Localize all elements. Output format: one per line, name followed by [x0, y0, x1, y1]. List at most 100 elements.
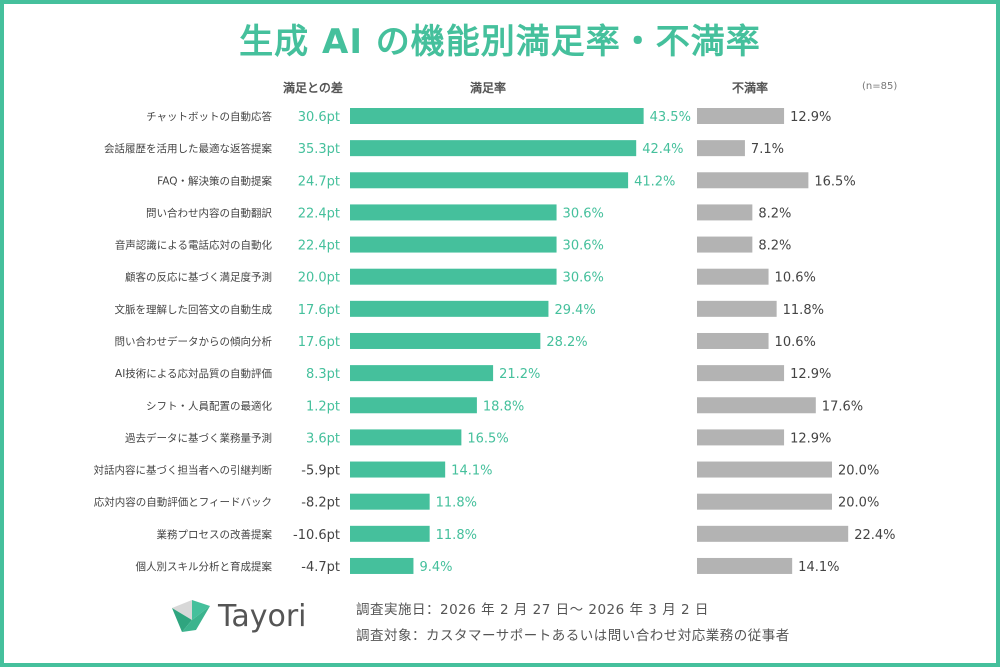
satisfied-bar	[350, 525, 430, 542]
dissatisfied-value-label: 20.0%	[838, 464, 879, 479]
satisfied-value-label: 16.5%	[467, 431, 508, 446]
satisfied-value-label: 11.8%	[436, 528, 477, 543]
satisfied-value-label: 9.4%	[419, 560, 452, 575]
dissatisfied-value-label: 8.2%	[758, 206, 791, 221]
category-label: 会話履歴を活用した最適な返答提案	[104, 142, 272, 155]
diff-label: 35.3pt	[298, 142, 340, 157]
dissatisfied-value-label: 12.9%	[790, 367, 831, 382]
dissatisfied-bar	[697, 300, 777, 317]
category-label: 対話内容に基づく担当者への引継判断	[94, 464, 273, 477]
satisfied-bar	[350, 493, 430, 510]
satisfied-value-label: 28.2%	[546, 335, 587, 350]
dissatisfied-value-label: 16.5%	[814, 174, 855, 189]
dissatisfied-bar	[697, 108, 785, 124]
dissatisfied-value-label: 20.0%	[838, 496, 879, 511]
satisfied-value-label: 11.8%	[436, 496, 477, 511]
logo-text: Tayori	[218, 598, 307, 634]
satisfied-bar	[350, 332, 541, 349]
dissatisfied-bar	[697, 397, 816, 414]
diff-label: -10.6pt	[293, 528, 340, 543]
category-label: シフト・人員配置の最適化	[146, 399, 272, 412]
satisfied-bar	[350, 397, 477, 414]
dissatisfied-value-label: 12.9%	[790, 110, 831, 125]
diff-label: -4.7pt	[301, 560, 340, 575]
diff-label: -8.2pt	[301, 496, 340, 511]
dissatisfied-bar	[697, 461, 832, 478]
dissatisfied-bar	[697, 140, 745, 157]
sample-size: (n=85)	[862, 81, 898, 92]
satisfied-bar	[350, 268, 557, 285]
category-label: 業務プロセスの改善提案	[157, 528, 273, 541]
satisfied-value-label: 14.1%	[451, 464, 492, 479]
dissatisfied-bar	[697, 493, 832, 510]
satisfied-bar	[350, 365, 494, 382]
dissatisfied-bar	[697, 557, 793, 574]
satisfied-bar	[350, 204, 557, 221]
category-label: 文脈を理解した回答文の自動生成	[115, 303, 273, 316]
dissatisfied-value-label: 11.8%	[783, 303, 824, 318]
category-label: 音声認識による電話応対の自動化	[115, 239, 273, 252]
satisfied-bar	[350, 429, 462, 446]
diff-label: 17.6pt	[298, 303, 340, 318]
category-label: 問い合わせデータからの傾向分析	[115, 335, 273, 348]
dissatisfied-value-label: 12.9%	[790, 431, 831, 446]
dissatisfied-value-label: 10.6%	[775, 335, 816, 350]
satisfied-value-label: 18.8%	[483, 399, 524, 414]
diff-label: 3.6pt	[306, 431, 340, 446]
survey-period: 調査実施日：2026 年 2 月 27 日～ 2026 年 3 月 2 日	[356, 602, 709, 618]
satisfied-value-label: 30.6%	[563, 206, 604, 221]
satisfied-value-label: 30.6%	[563, 271, 604, 286]
dissatisfied-bar	[697, 268, 769, 285]
diff-label: -5.9pt	[301, 464, 340, 479]
category-label: 問い合わせ内容の自動翻訳	[146, 206, 272, 219]
dissatisfied-bar	[697, 365, 785, 382]
header-satisfied: 満足率	[470, 81, 507, 95]
satisfied-bar	[350, 461, 446, 478]
dissatisfied-value-label: 10.6%	[775, 271, 816, 286]
tayori-logo: Tayori	[170, 598, 307, 634]
category-label: 過去データに基づく業務量予測	[125, 431, 272, 444]
satisfied-value-label: 30.6%	[563, 239, 604, 254]
category-label: FAQ・解決策の自動提案	[157, 174, 272, 187]
category-label: 個人別スキル分析と育成提案	[136, 560, 273, 573]
dissatisfied-value-label: 8.2%	[758, 239, 791, 254]
satisfied-bar	[350, 108, 644, 124]
header-dissatisfied: 不満率	[732, 81, 769, 95]
category-label: 顧客の反応に基づく満足度予測	[125, 271, 272, 284]
dissatisfied-bar	[697, 172, 809, 189]
dissatisfied-value-label: 17.6%	[822, 399, 863, 414]
satisfied-bar	[350, 300, 549, 317]
chart-title: 生成 AI の機能別満足率・不満率	[239, 22, 761, 62]
category-label: AI技術による応対品質の自動評価	[115, 367, 272, 380]
dissatisfied-value-label: 7.1%	[751, 142, 784, 157]
satisfied-bar	[350, 557, 414, 574]
diff-label: 17.6pt	[298, 335, 340, 350]
dissatisfied-bar	[697, 332, 769, 349]
diff-label: 22.4pt	[298, 206, 340, 221]
dissatisfied-bar	[697, 236, 753, 253]
diff-label: 22.4pt	[298, 239, 340, 254]
satisfied-value-label: 29.4%	[554, 303, 595, 318]
satisfied-bar	[350, 140, 637, 157]
satisfied-value-label: 42.4%	[642, 142, 683, 157]
diff-label: 30.6pt	[298, 110, 340, 125]
diff-label: 8.3pt	[306, 367, 340, 382]
diff-label: 1.2pt	[306, 399, 340, 414]
satisfied-value-label: 43.5%	[650, 110, 691, 125]
dissatisfied-value-label: 14.1%	[798, 560, 839, 575]
satisfied-bar	[350, 236, 557, 253]
diff-label: 24.7pt	[298, 174, 340, 189]
dissatisfied-bar	[697, 429, 785, 446]
paper-plane-logo-icon	[172, 600, 210, 632]
category-label: チャットボットの自動応答	[146, 110, 272, 123]
satisfied-bar	[350, 172, 629, 189]
satisfied-value-label: 41.2%	[634, 174, 675, 189]
dissatisfied-bar	[697, 204, 753, 221]
header-diff: 満足との差	[283, 81, 343, 95]
dissatisfied-value-label: 22.4%	[854, 528, 895, 543]
survey-target: 調査対象：カスタマーサポートあるいは問い合わせ対応業務の従事者	[356, 628, 790, 644]
satisfied-value-label: 21.2%	[499, 367, 540, 382]
dissatisfied-bar	[697, 525, 849, 542]
